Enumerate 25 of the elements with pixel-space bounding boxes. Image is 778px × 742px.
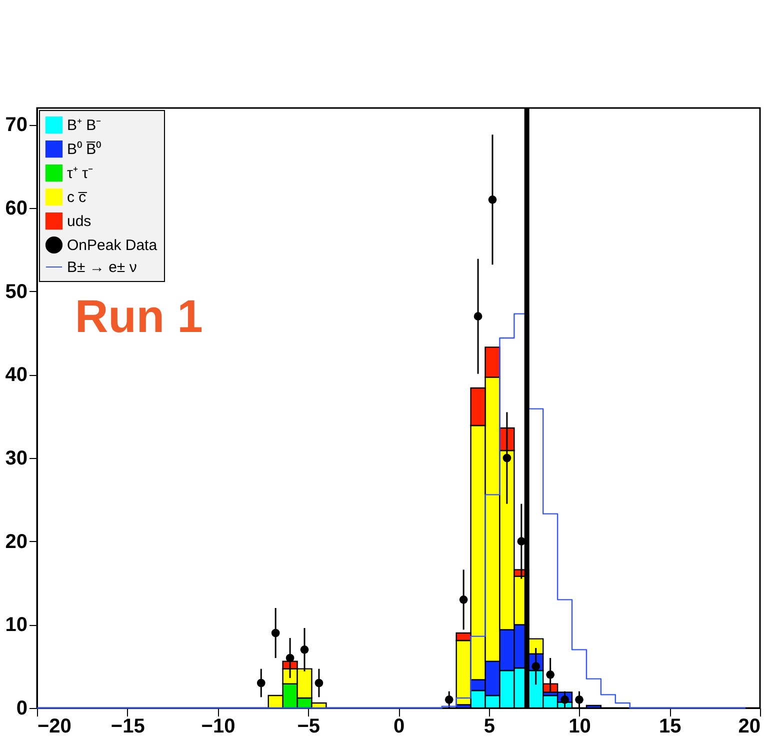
x-tick-label: −15: [110, 716, 145, 738]
x-tick-label: −10: [201, 716, 236, 738]
legend-label: τ⁺ τ⁻: [67, 165, 94, 182]
y-tick-label: 0: [16, 698, 28, 720]
x-tick-label: 0: [393, 716, 405, 738]
annotation: Run 1: [75, 290, 203, 342]
x-tick-label: 5: [484, 716, 495, 738]
legend-label: c c̅: [67, 189, 88, 206]
x-tick-label: 20: [738, 716, 760, 738]
x-tick-label: 10: [568, 716, 591, 738]
legend-label: B⁺ B⁻: [67, 117, 102, 134]
x-tick-label: 15: [659, 716, 682, 738]
y-tick-label: 10: [5, 614, 28, 636]
legend-label: B⁰ B̅⁰: [67, 141, 102, 158]
legend-label: B± → e± ν: [67, 259, 137, 276]
y-tick-label: 20: [5, 530, 28, 553]
y-tick-label: 40: [5, 364, 28, 386]
y-tick-label: 60: [5, 198, 28, 220]
y-tick-label: 50: [5, 280, 28, 303]
y-tick-label: 70: [5, 114, 28, 136]
legend-label: uds: [67, 213, 92, 230]
x-tick-label: −20: [38, 716, 72, 738]
legend-label: OnPeak Data: [67, 237, 158, 254]
x-tick-label: −5: [297, 716, 320, 738]
y-tick-label: 30: [5, 448, 28, 470]
